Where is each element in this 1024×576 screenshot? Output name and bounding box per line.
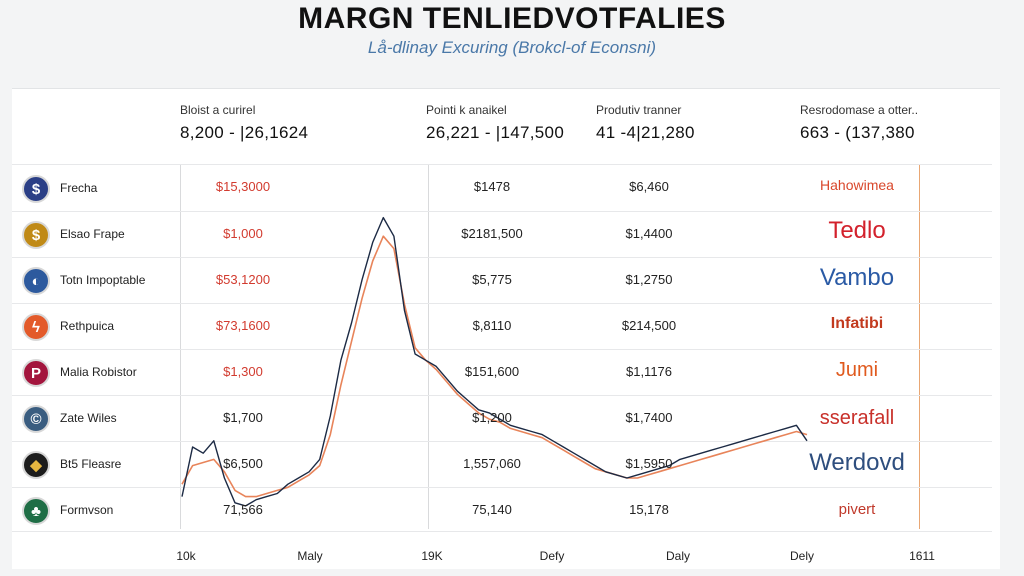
table-row[interactable]: © Zate Wiles <box>22 401 322 441</box>
diamond-coin-icon: ◆ <box>22 451 50 479</box>
volume-cell: 75,140 <box>472 502 512 517</box>
table-row[interactable]: $ Elsao Frape <box>22 217 322 257</box>
volume-cell: $,8110 <box>472 318 512 333</box>
value-cell: $1,1176 <box>625 364 673 379</box>
column-divider <box>428 164 429 529</box>
lightning-coin-icon: ϟ <box>22 313 50 341</box>
brand-logo[interactable]: Infatibi <box>830 315 884 332</box>
column-divider <box>919 164 920 529</box>
value-cell: $1,4400 <box>625 226 673 241</box>
page-title: MARGN TENLIEDVOTFALIES <box>298 2 726 35</box>
row-divider <box>12 257 992 258</box>
stat-value: 41 -4|21,280 <box>596 123 695 142</box>
price-cell: $1,300 <box>223 364 263 379</box>
volume-cell: $1,200 <box>472 410 512 425</box>
asset-name: Malia Robistor <box>60 365 137 379</box>
column-divider <box>180 164 181 529</box>
stat-block-4: Resrodomase a otter.. 663 - (137,380 <box>800 103 918 143</box>
price-cell: $73,1600 <box>215 318 271 333</box>
brand-logo[interactable]: pivert <box>838 501 876 518</box>
price-cell: $1,000 <box>223 226 263 241</box>
table-row[interactable]: ϟ Rethpuica <box>22 309 322 349</box>
table-row[interactable]: ♣ Formvson <box>22 493 322 533</box>
x-tick-label: Maly <box>297 549 323 563</box>
series-line-2 <box>181 235 808 498</box>
row-divider <box>12 303 992 304</box>
leaf-coin-icon: ♣ <box>22 497 50 525</box>
stat-label: Produtiv tranner <box>596 103 682 117</box>
stat-label: Bloist a curirel <box>180 103 256 117</box>
row-divider <box>12 441 992 442</box>
price-cell: $15,3000 <box>215 179 271 194</box>
brand-logo[interactable]: sserafall <box>819 407 895 429</box>
x-tick-label: 1611 <box>909 549 935 563</box>
stat-block-1: Bloist a curirel 8,200 - |26,1624 <box>180 103 308 143</box>
brand-logo[interactable]: Vambo <box>819 264 895 291</box>
series-line-1 <box>181 216 808 507</box>
stat-block-3: Produtiv tranner 41 -4|21,280 <box>596 103 695 143</box>
stat-value: 8,200 - |26,1624 <box>180 123 309 142</box>
value-cell: $1,2750 <box>625 272 673 287</box>
row-divider <box>12 164 992 165</box>
volume-cell: $151,600 <box>464 364 520 379</box>
gold-coin-icon: $ <box>22 221 50 249</box>
row-divider <box>12 531 992 532</box>
stat-block-2: Pointi k anaikel 26,221 - |147,500 <box>426 103 564 143</box>
brand-logo[interactable]: Werdovd <box>809 449 905 476</box>
price-cell: 71,566 <box>223 502 263 517</box>
price-line-chart <box>181 216 808 507</box>
stat-value: 26,221 - |147,500 <box>426 123 565 142</box>
brand-logo[interactable]: Hahowimea <box>820 177 894 193</box>
x-tick-label: 10k <box>176 549 196 563</box>
row-divider <box>12 487 992 488</box>
asset-name: Bt5 Fleasre <box>60 457 122 471</box>
price-cell: $1,700 <box>223 410 263 425</box>
x-tick-label: Defy <box>539 549 565 563</box>
p-coin-icon: P <box>22 359 50 387</box>
price-cell: $6,500 <box>223 456 263 471</box>
volume-cell: $2181,500 <box>461 226 523 241</box>
volume-cell: $1478 <box>473 179 511 194</box>
volume-cell: $5,775 <box>472 272 512 287</box>
main-panel: Bloist a curirel 8,200 - |26,1624 Pointi… <box>12 88 1000 569</box>
value-cell: $1,5950 <box>625 456 673 471</box>
row-divider <box>12 349 992 350</box>
stat-label: Resrodomase a otter.. <box>800 103 919 117</box>
asset-name: Totn Impoptable <box>60 273 146 287</box>
brand-logo[interactable]: Jumi <box>835 359 879 381</box>
volume-cell: 1,557,060 <box>463 456 521 471</box>
x-tick-label: 19K <box>421 549 443 563</box>
stat-value: 663 - (137,380 <box>800 123 915 142</box>
brand-logo[interactable]: Tedlo <box>828 217 886 244</box>
table-row[interactable]: ◐ Totn Impoptable <box>22 263 322 303</box>
c-coin-icon: © <box>22 405 50 433</box>
dollar-coin-icon: $ <box>22 175 50 203</box>
asset-name: Zate Wiles <box>60 411 117 425</box>
drop-coin-icon: ◐ <box>22 267 50 295</box>
value-cell: $214,500 <box>621 318 677 333</box>
value-cell: 15,178 <box>629 502 669 517</box>
asset-name: Frecha <box>60 181 98 195</box>
value-cell: $6,460 <box>629 179 669 194</box>
table-row[interactable]: $ Frecha <box>22 171 322 211</box>
table-row[interactable]: ◆ Bt5 Fleasre <box>22 447 322 487</box>
page-subtitle: Lå-dlinay Excuring (Brokcl-of Econsni) <box>367 38 657 57</box>
value-cell: $1,7400 <box>625 410 673 425</box>
x-tick-label: Dely <box>789 549 814 563</box>
x-tick-label: Daly <box>665 549 690 563</box>
asset-name: Rethpuica <box>60 319 115 333</box>
row-divider <box>12 395 992 396</box>
table-row[interactable]: P Malia Robistor <box>22 355 322 395</box>
row-divider <box>12 211 992 212</box>
asset-name: Elsao Frape <box>60 227 125 241</box>
stat-label: Pointi k anaikel <box>426 103 507 117</box>
asset-name: Formvson <box>60 503 114 517</box>
price-cell: $53,1200 <box>215 272 271 287</box>
